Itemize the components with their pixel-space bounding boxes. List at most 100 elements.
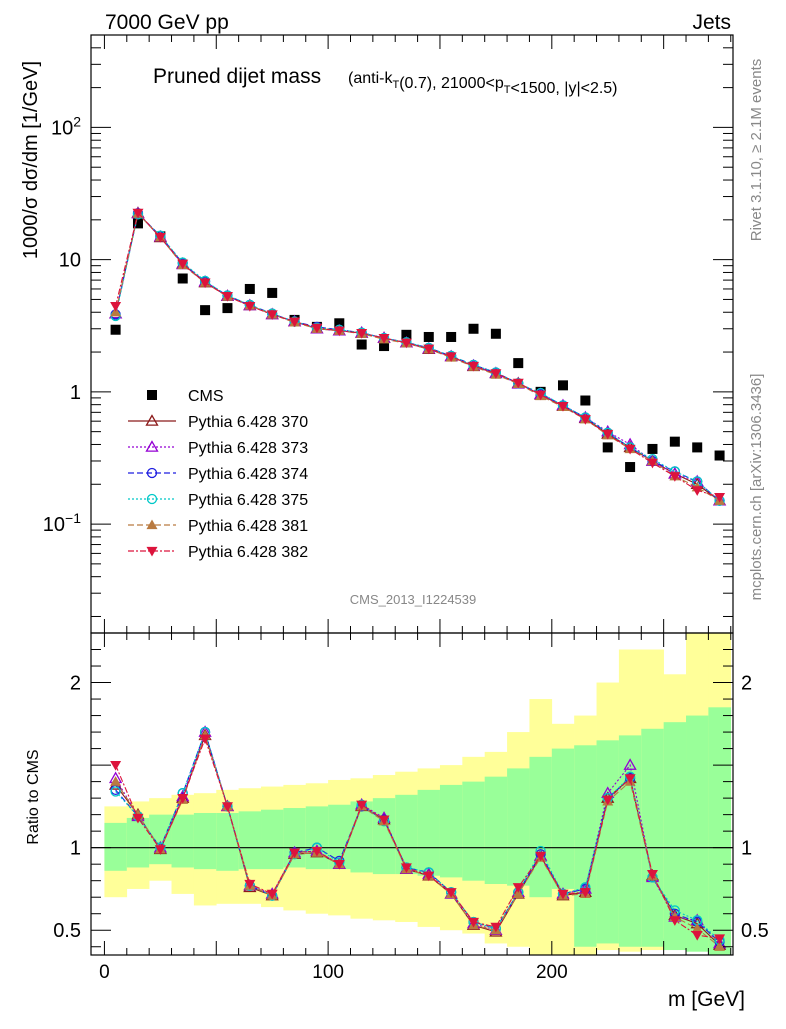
- legend-label: Pythia 6.428 373: [188, 440, 308, 457]
- main-point: [266, 310, 278, 320]
- x-axis-label: m [GeV]: [668, 988, 745, 1011]
- legend-entry: Pythia 6.428 381: [128, 518, 308, 535]
- ratio-inner-band: [439, 784, 463, 878]
- legend-marker: [146, 519, 158, 530]
- legend-marker: [147, 390, 157, 400]
- ratio-point: [378, 815, 390, 826]
- main-point: [311, 323, 323, 334]
- main-point: [132, 218, 143, 229]
- ratio-inner-band: [104, 822, 128, 871]
- ratio-inner-band: [193, 812, 217, 870]
- ratio-point: [624, 774, 636, 784]
- analysis-label: CMS_2013_I1224539: [350, 592, 477, 607]
- main-point: [222, 303, 233, 314]
- main-point: [244, 283, 255, 294]
- main-point: [132, 208, 144, 219]
- category-label: Jets: [692, 11, 731, 34]
- main-point: [400, 338, 412, 349]
- legend-marker: [146, 493, 158, 505]
- ratio-inner-band: [618, 735, 642, 947]
- legend-entry: CMS: [147, 388, 224, 405]
- main-point: [535, 390, 547, 401]
- main-point: [580, 395, 591, 406]
- main-point: [423, 344, 435, 355]
- main-point: [177, 259, 189, 270]
- ratio-point: [110, 786, 121, 797]
- main-point: [423, 331, 434, 342]
- main-point: [378, 333, 390, 344]
- ratio-point: [154, 845, 166, 855]
- main-series-line: [115, 211, 720, 498]
- legend-label: CMS: [188, 388, 224, 405]
- main-point: [200, 305, 211, 316]
- ratio-point: [557, 889, 569, 900]
- main-point: [714, 492, 726, 503]
- ratio-point: [132, 813, 144, 824]
- main-point: [602, 429, 614, 440]
- main-point: [692, 442, 703, 453]
- ratio-point: [714, 934, 726, 944]
- ratio-inner-band: [462, 781, 486, 881]
- main-point: [356, 329, 368, 339]
- main-point: [691, 486, 703, 496]
- ratio-point: [691, 923, 703, 933]
- ratio-series-5: [110, 734, 726, 944]
- main-point: [333, 326, 345, 337]
- main-point: [490, 369, 502, 379]
- ratio-point: [512, 888, 524, 899]
- main-point: [669, 436, 680, 447]
- ratio-point: [714, 941, 726, 951]
- ratio-inner-band: [149, 814, 172, 865]
- y-axis-label-main: 1000/σ dσ/dm [1/GeV]: [20, 61, 42, 259]
- main-point: [468, 323, 479, 334]
- main-point: [513, 358, 524, 369]
- ratio-inner-band: [574, 745, 597, 947]
- ratio-inner-band: [261, 809, 284, 870]
- ratio-inner-band: [171, 814, 195, 868]
- main-point: [154, 232, 166, 243]
- y-tick-label: 102: [51, 113, 81, 139]
- ratio-y-tick-label-right: 2: [741, 673, 752, 695]
- main-point: [110, 301, 122, 312]
- legend-marker: [145, 414, 159, 426]
- ratio-point: [266, 889, 278, 900]
- ratio-point: [691, 931, 703, 941]
- ratio-series-group: [108, 725, 727, 951]
- legend-label: Pythia 6.428 382: [188, 544, 308, 561]
- main-point: [379, 341, 390, 352]
- main-point: [177, 273, 188, 284]
- main-series-group: [108, 206, 727, 506]
- ratio-inner-band: [126, 817, 150, 868]
- x-tick-label: 0: [99, 962, 110, 983]
- main-point: [446, 331, 457, 342]
- main-point: [557, 401, 569, 412]
- ratio-inner-band: [417, 789, 441, 876]
- main-point: [244, 301, 256, 312]
- ratio-point: [110, 776, 122, 786]
- ratio-point: [602, 795, 614, 806]
- ratio-point: [289, 848, 301, 859]
- ratio-inner-band: [663, 722, 687, 951]
- main-point: [356, 339, 367, 350]
- ratio-inner-band: [596, 740, 620, 944]
- main-series-6: [110, 208, 726, 503]
- ratio-point: [244, 879, 256, 890]
- legend-entry: Pythia 6.428 375: [128, 492, 308, 509]
- ratio-point: [110, 760, 122, 771]
- ratio-series-line: [115, 733, 720, 948]
- chart-title-main: Pruned dijet mass: [153, 65, 321, 88]
- ratio-y-tick-label: 2: [70, 673, 81, 695]
- ratio-point: [579, 888, 591, 898]
- ratio-point: [623, 758, 637, 770]
- ratio-inner-band: [216, 812, 239, 871]
- main-point: [289, 317, 301, 328]
- main-point: [334, 318, 345, 329]
- ratio-point: [669, 916, 681, 926]
- main-series-line: [115, 213, 720, 502]
- main-point: [669, 472, 681, 482]
- legend-label: Pythia 6.428 375: [188, 492, 308, 509]
- ratio-y-tick-label-right: 0.5: [741, 920, 769, 942]
- main-point: [110, 324, 121, 335]
- ratio-point: [333, 860, 345, 870]
- ratio-y-tick-label: 1: [70, 838, 81, 860]
